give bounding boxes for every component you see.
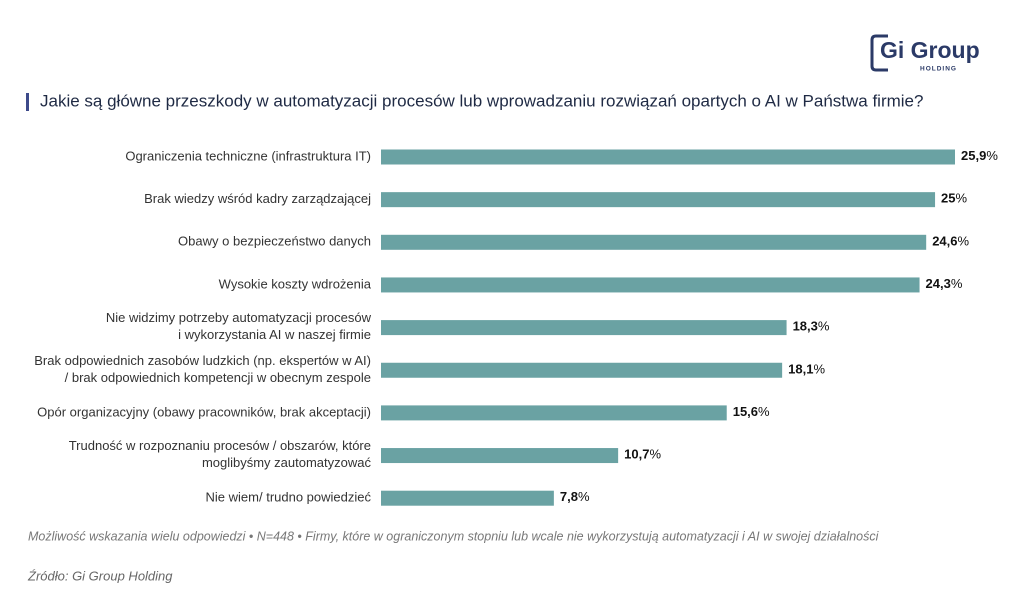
bar [381,234,927,250]
value-label: 7,8% [560,490,590,505]
bar [381,448,619,464]
bar [381,320,787,336]
category-label: Ograniczenia techniczne (infrastruktura … [125,148,371,163]
category-label: Opór organizacyjny (obawy pracowników, b… [37,404,371,419]
value-label: 25,9% [961,148,998,163]
bar [381,405,727,421]
title-accent [26,93,29,111]
logo-text: Gi Group [880,37,980,63]
value-label: 24,3% [926,276,963,291]
value-label: 24,6% [932,234,969,249]
value-label: 10,7% [624,447,661,462]
value-label: 25% [941,191,967,206]
category-label: Trudność w rozpoznaniu procesów / obszar… [69,438,372,470]
bar [381,490,554,506]
value-label: 18,1% [788,362,825,377]
bar [381,192,936,208]
source: Źródło: Gi Group Holding [27,568,173,583]
chart-title: Jakie są główne przeszkody w automatyzac… [40,91,923,110]
logo-subtext: HOLDING [920,66,957,73]
value-label: 18,3% [793,319,830,334]
bar [381,277,920,293]
category-label: Obawy o bezpieczeństwo danych [178,234,371,249]
bar [381,149,955,165]
category-label: Brak odpowiednich zasobów ludzkich (np. … [34,353,371,385]
bar [381,362,783,378]
category-label: Brak wiedzy wśród kadry zarządzającej [144,191,371,206]
category-label: Nie widzimy potrzeby automatyzacji proce… [106,311,372,343]
category-label: Wysokie koszty wdrożenia [219,276,372,291]
logo-bracket [870,34,888,72]
footnote: Możliwość wskazania wielu odpowiedzi • N… [28,529,880,543]
category-label: Nie wiem/ trudno powiedzieć [206,490,372,505]
value-label: 15,6% [733,404,770,419]
